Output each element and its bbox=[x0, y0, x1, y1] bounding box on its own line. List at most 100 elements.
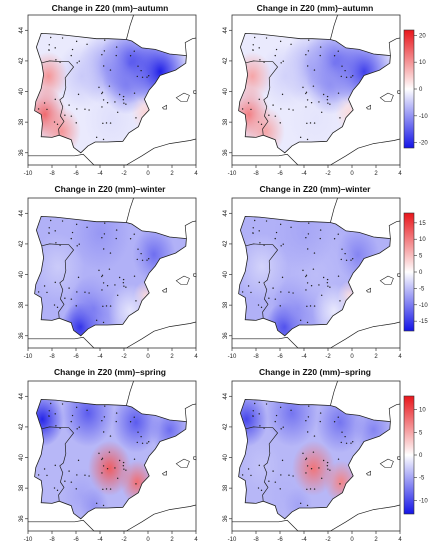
x-tick-label: -4 bbox=[97, 354, 103, 360]
station-point bbox=[275, 414, 278, 417]
station-point bbox=[253, 36, 256, 39]
station-point bbox=[252, 410, 254, 412]
balearic-island bbox=[379, 92, 394, 102]
station-point bbox=[263, 427, 265, 429]
station-point bbox=[70, 481, 73, 483]
station-point bbox=[292, 292, 294, 294]
colorbar-tick-label: 15 bbox=[419, 221, 426, 227]
station-point bbox=[101, 289, 103, 291]
station-point bbox=[137, 65, 139, 67]
station-point bbox=[86, 409, 88, 412]
x-tick-label: 4 bbox=[194, 537, 198, 543]
station-point bbox=[282, 60, 284, 62]
iberia-coastline bbox=[238, 215, 391, 337]
y-tick-label: 36 bbox=[223, 515, 229, 522]
map-panel-winter-right: -10 -8 -6 -4 -2 0 2 4 36 38 40 42 44 bbox=[223, 197, 402, 360]
station-point bbox=[75, 122, 77, 124]
station-point bbox=[313, 488, 316, 490]
panel-title-winter-right: Change in Z20 (mm)–winter bbox=[260, 184, 372, 194]
colorbar-autumn: 20 10 0 -10 -20 bbox=[403, 29, 428, 149]
y-tick-label: 40 bbox=[19, 454, 25, 461]
station-point bbox=[350, 259, 352, 261]
y-tick-label: 38 bbox=[19, 484, 25, 491]
x-tick-label: -10 bbox=[24, 171, 33, 177]
colorbar-winter: 15 10 5 0 -5 -10 -15 bbox=[403, 212, 428, 332]
station-point bbox=[76, 474, 78, 476]
station-point bbox=[268, 114, 270, 116]
station-point bbox=[133, 233, 135, 235]
station-point bbox=[247, 102, 250, 104]
station-point bbox=[102, 504, 105, 507]
colorbar-tick-label: -10 bbox=[419, 114, 428, 120]
station-point bbox=[146, 442, 148, 444]
station-point bbox=[141, 259, 144, 261]
station-point bbox=[133, 50, 135, 52]
x-tick-label: -8 bbox=[253, 537, 259, 543]
station-point bbox=[250, 291, 252, 294]
balearic-island bbox=[175, 458, 190, 468]
station-point bbox=[88, 109, 90, 111]
x-tick-label: 4 bbox=[398, 537, 402, 543]
iberia-coastline bbox=[34, 32, 187, 154]
station-point bbox=[125, 286, 127, 288]
station-point bbox=[318, 101, 320, 103]
station-point bbox=[337, 416, 339, 418]
station-point bbox=[306, 431, 309, 433]
station-point bbox=[307, 50, 310, 52]
station-point bbox=[43, 285, 46, 287]
station-point bbox=[108, 451, 111, 453]
x-tick-label: 0 bbox=[350, 537, 354, 543]
station-point bbox=[135, 483, 137, 485]
station-point bbox=[48, 410, 50, 412]
station-point bbox=[306, 248, 309, 250]
station-point bbox=[337, 458, 340, 460]
station-point bbox=[309, 305, 312, 307]
x-tick-label: -10 bbox=[24, 537, 33, 543]
station-point bbox=[280, 245, 282, 247]
station-point bbox=[272, 287, 274, 289]
balearic-island bbox=[161, 287, 167, 293]
station-point bbox=[305, 458, 307, 461]
station-point bbox=[305, 92, 307, 95]
station-point bbox=[95, 502, 98, 505]
station-point bbox=[241, 108, 244, 110]
change-field bbox=[34, 216, 187, 336]
station-point bbox=[102, 282, 105, 284]
station-point bbox=[105, 305, 108, 307]
station-point bbox=[129, 421, 132, 423]
africa-coast bbox=[232, 504, 401, 532]
station-point bbox=[302, 452, 304, 455]
field-blob bbox=[238, 233, 289, 301]
x-tick-label: -4 bbox=[301, 354, 307, 360]
y-tick-label: 36 bbox=[223, 332, 229, 339]
map-panel-spring-left: -10 -8 -6 -4 -2 0 2 4 36 38 40 42 44 bbox=[19, 380, 198, 543]
station-point bbox=[259, 242, 261, 244]
station-point bbox=[125, 469, 127, 471]
x-tick-label: 4 bbox=[398, 171, 402, 177]
station-point bbox=[308, 39, 310, 41]
station-point bbox=[280, 62, 282, 64]
station-point bbox=[48, 232, 50, 234]
panel-title-spring-left: Change in Z20 (mm)–spring bbox=[54, 367, 166, 377]
y-tick-label: 44 bbox=[223, 392, 229, 399]
france-coast bbox=[330, 14, 338, 40]
station-point bbox=[54, 413, 56, 415]
station-point bbox=[146, 76, 148, 78]
station-point bbox=[95, 136, 98, 139]
station-point bbox=[71, 414, 74, 417]
station-point bbox=[341, 431, 343, 433]
colorbar-gradient bbox=[403, 212, 415, 332]
station-point bbox=[102, 488, 104, 491]
x-tick-label: -2 bbox=[121, 171, 127, 177]
station-point bbox=[140, 435, 142, 438]
station-point bbox=[103, 50, 106, 52]
station-point bbox=[327, 285, 329, 287]
station-point bbox=[84, 474, 86, 476]
y-tick-label: 40 bbox=[19, 88, 25, 95]
station-point bbox=[102, 305, 104, 308]
map-panel-winter-left: -10 -8 -6 -4 -2 0 2 4 36 38 40 42 44 bbox=[19, 197, 198, 360]
station-point bbox=[75, 406, 78, 409]
field-blob bbox=[306, 53, 355, 115]
station-point bbox=[104, 222, 106, 224]
station-point bbox=[247, 285, 250, 287]
